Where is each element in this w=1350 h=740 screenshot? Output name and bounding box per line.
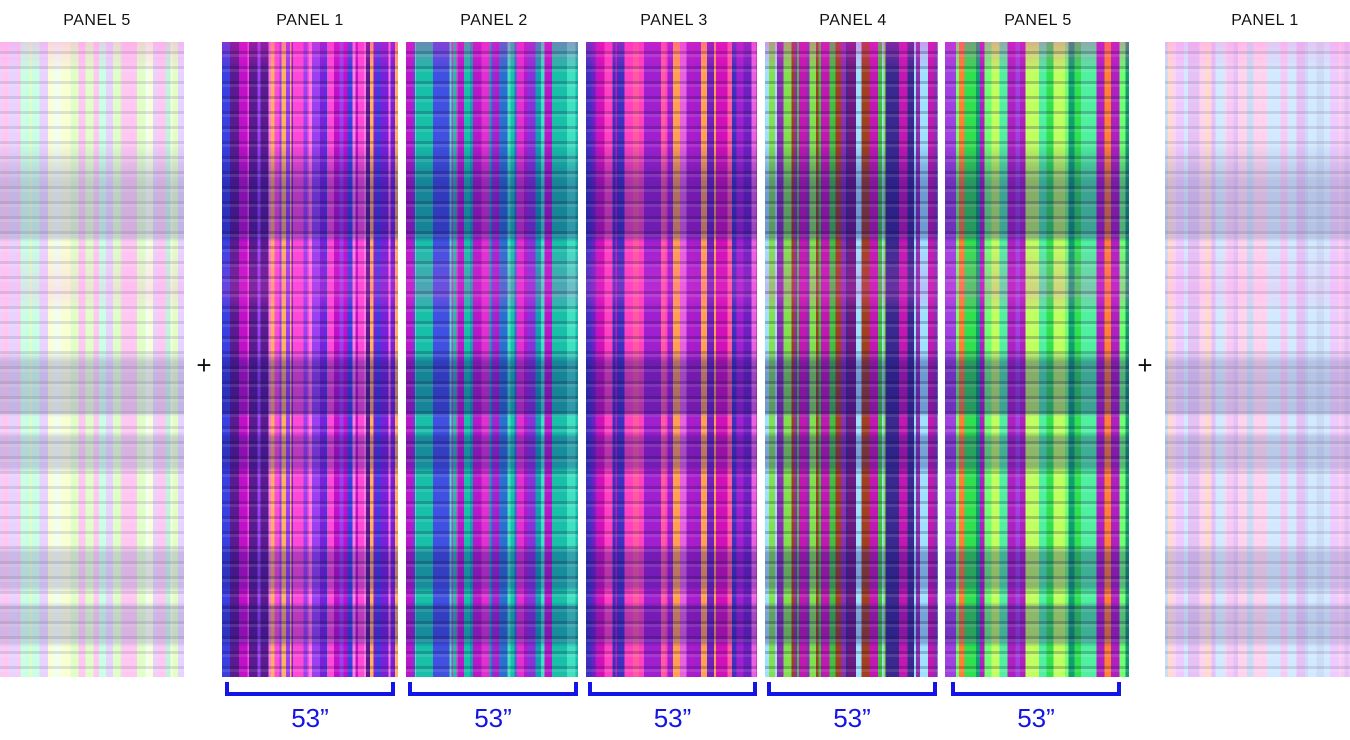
dimension-label-5: 53” xyxy=(1017,703,1055,733)
panel-label-3: PANEL 3 xyxy=(640,12,708,29)
plus-sign-left: + xyxy=(196,350,212,380)
dimension-label-3: 53” xyxy=(653,703,692,733)
panel-5 xyxy=(945,42,1129,677)
panel-label-4: PANEL 4 xyxy=(819,12,887,29)
dimension-label-2: 53” xyxy=(474,703,512,733)
panel-3 xyxy=(586,42,757,677)
panel-label-1-right: PANEL 1 xyxy=(1231,12,1299,29)
panel-label-5: PANEL 5 xyxy=(1004,12,1072,29)
width-bracket-2 xyxy=(408,682,578,696)
width-bracket-3 xyxy=(588,682,757,696)
width-bracket-1 xyxy=(225,682,395,696)
width-bracket-5 xyxy=(951,682,1121,696)
panel-4 xyxy=(765,42,938,677)
panel-label-5-left: PANEL 5 xyxy=(63,12,131,29)
panel-label-2: PANEL 2 xyxy=(460,12,528,29)
panel-1-repeat-right xyxy=(1165,42,1350,677)
width-bracket-4 xyxy=(767,682,937,696)
plus-sign-right: + xyxy=(1137,350,1153,380)
panel-2 xyxy=(406,42,578,677)
dimension-label-1: 53” xyxy=(291,703,329,733)
panel-5-repeat-left xyxy=(0,42,184,677)
dimension-label-4: 53” xyxy=(833,703,871,733)
panel-1 xyxy=(222,42,398,677)
panel-label-1: PANEL 1 xyxy=(276,12,344,29)
